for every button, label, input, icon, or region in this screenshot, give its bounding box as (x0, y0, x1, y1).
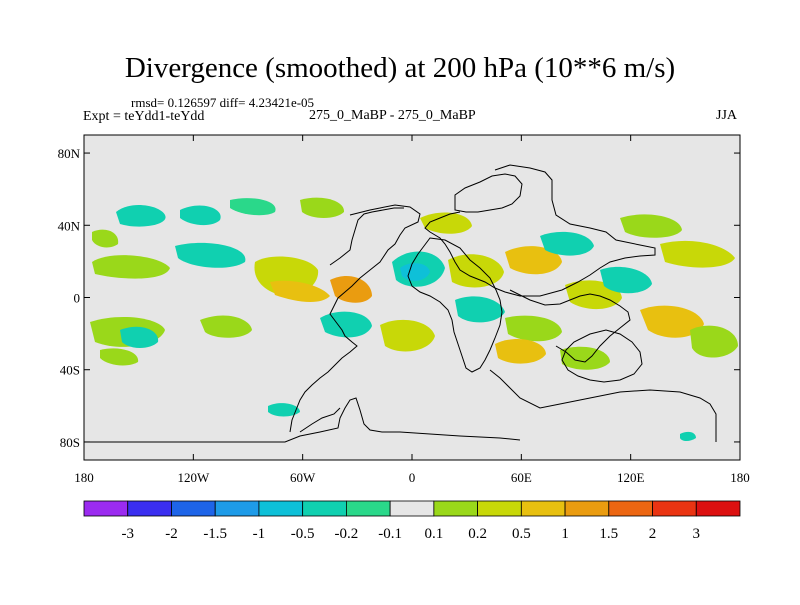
contour-blob (560, 346, 610, 370)
contour-blob (380, 319, 435, 352)
colorbar-label: 3 (693, 526, 701, 542)
colorbar-swatch (214, 500, 260, 517)
contour-blob (448, 254, 504, 288)
contour-blob (505, 246, 562, 275)
australia-outline (561, 329, 643, 383)
contour-blob (175, 242, 246, 268)
contour-blob (230, 198, 276, 216)
y-tick-label: 80S (60, 435, 80, 450)
colorbar-label: 0.5 (512, 526, 531, 542)
colorbar-swatch (258, 500, 304, 517)
colorbar-swatch (652, 500, 697, 517)
contour-blob (180, 205, 221, 226)
x-tick-label: 180 (74, 470, 94, 485)
colorbar-label: 0.2 (468, 526, 487, 542)
colorbar-label: -1 (253, 526, 266, 542)
contour-blob (540, 231, 594, 256)
colorbar-swatch (389, 500, 435, 517)
colorbar-swatch (83, 500, 129, 517)
colorbar-label: 0.1 (424, 526, 443, 542)
colorbar-swatch (608, 500, 653, 517)
colorbar-label: 1 (561, 526, 569, 542)
colorbar-label: -3 (121, 526, 134, 542)
run-text: 275_0_MaBP - 275_0_MaBP (309, 108, 476, 123)
experiment-text: Expt = teYdd1-teYdd (83, 109, 205, 124)
colorbar-swatch (477, 500, 522, 517)
chart-title: Divergence (smoothed) at 200 hPa (10**6 … (124, 52, 676, 84)
contour-blob (690, 325, 738, 358)
contour-blob (420, 212, 472, 234)
americas-outline (289, 204, 421, 433)
contour-blob (268, 403, 300, 417)
x-tick-label: 120E (617, 470, 645, 485)
y-tick-label: 40N (58, 218, 81, 233)
y-tick-label: 40S (60, 363, 80, 378)
stats-text: rmsd= 0.126597 diff= 4.23421e-05 (131, 95, 315, 110)
x-tick-label: 60E (511, 470, 532, 485)
contour-blob (300, 197, 345, 218)
season-text: JJA (716, 108, 738, 123)
contour-blob (455, 296, 505, 323)
contour-blob (200, 315, 252, 338)
contour-blob (640, 305, 704, 338)
colorbar-swatch (433, 500, 479, 517)
x-tick-label: 60W (290, 470, 316, 485)
colorbar-label: -1.5 (203, 526, 227, 542)
contour-blob (620, 214, 682, 238)
colorbar-swatch (302, 500, 347, 517)
contour-blob (660, 240, 735, 268)
north-america-outline (329, 207, 404, 266)
africa-outline (407, 237, 503, 373)
contour-blob (495, 339, 546, 364)
contour-blob (116, 204, 166, 227)
colorbar: -3 -2 -1.5 -1 -0.5 -0.2 -0.1 0.1 0.2 0.5 1 1.5 2 3 (83, 500, 741, 542)
axis-ticks: 180 120W 60W 0 60E 120E 180 80N 40N 0 40S 80S (58, 135, 750, 485)
colorbar-label: 1.5 (599, 526, 618, 542)
colorbar-label: -0.1 (378, 526, 402, 542)
contour-blob (680, 431, 696, 441)
antarctica-outline (84, 397, 521, 443)
y-tick-label: 0 (74, 291, 81, 306)
x-tick-label: 120W (177, 470, 210, 485)
antarctica-east-outline (489, 369, 717, 442)
map-background (84, 135, 740, 460)
colorbar-swatch (564, 500, 610, 517)
continent-outlines (84, 164, 717, 443)
antarctic-peninsula-outline (299, 407, 341, 433)
asia-south-outline (509, 289, 631, 363)
colorbar-label: -0.5 (291, 526, 315, 542)
colorbar-swatch (695, 500, 741, 517)
contour-blob (505, 315, 562, 342)
contour-blob (100, 348, 139, 366)
colorbar-swatch (345, 500, 391, 517)
colorbar-swatch (520, 500, 566, 517)
colorbar-swatch (171, 500, 216, 517)
colorbar-label: 2 (649, 526, 657, 542)
x-tick-label: 180 (730, 470, 750, 485)
greenland-outline (454, 173, 523, 213)
colorbar-swatch (127, 500, 172, 517)
contour-blob (92, 229, 119, 248)
y-tick-label: 80N (58, 146, 81, 161)
colorbar-label: -2 (165, 526, 178, 542)
colorbar-label: -0.2 (335, 526, 359, 542)
contour-blob (92, 255, 170, 279)
x-tick-label: 0 (409, 470, 416, 485)
contour-blob (120, 326, 159, 348)
contour-blob (270, 280, 330, 303)
contour-blob (600, 266, 652, 294)
contour-blob (400, 263, 430, 281)
